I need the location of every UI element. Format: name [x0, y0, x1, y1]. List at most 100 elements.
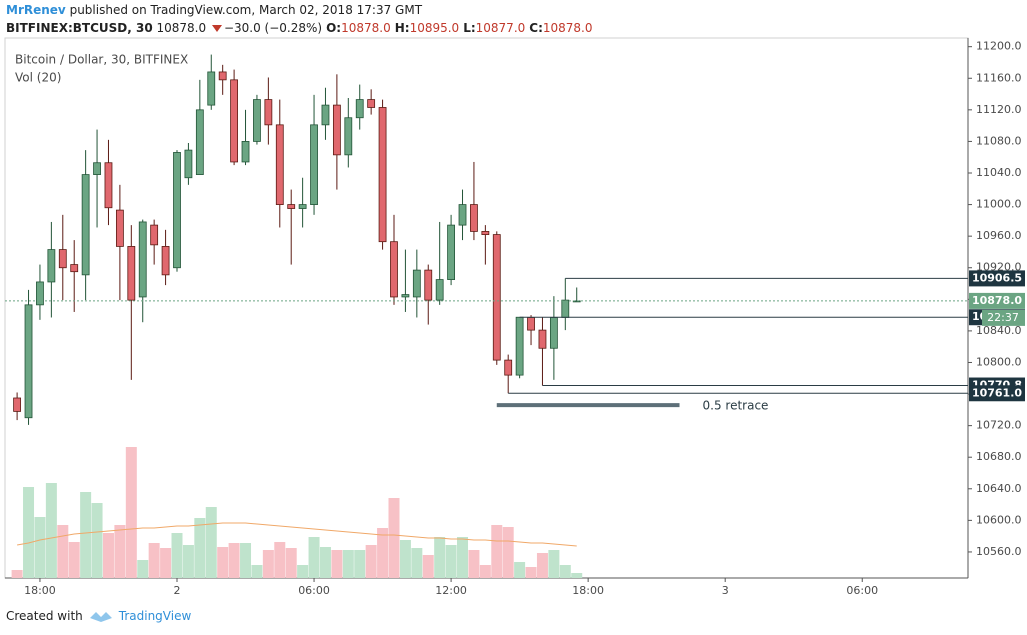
volume-bar: [68, 542, 80, 578]
volume-bar: [182, 545, 194, 578]
candle-body: [127, 246, 136, 301]
footer: Created with TradingView: [6, 609, 191, 623]
volume-bar: [365, 545, 377, 578]
volume-bar: [11, 570, 23, 578]
candle-body: [230, 79, 239, 163]
volume-bar: [45, 483, 57, 578]
volume-bar: [114, 525, 126, 578]
retrace-label: 0.5 retrace: [703, 399, 769, 413]
ohlc-key: C:: [529, 21, 543, 35]
volume-bar: [491, 525, 503, 578]
brand[interactable]: TradingView: [118, 609, 192, 623]
y-tick-label: 10800.0: [976, 355, 1022, 368]
volume-bar: [148, 543, 160, 578]
y-tick-label: 10840.0: [976, 324, 1022, 337]
ohlc: O:10878.0 H:10895.0 L:10877.0 C:10878.0: [322, 21, 592, 35]
volume-bar: [297, 565, 309, 578]
volume-legend: Vol (20): [15, 71, 61, 85]
candle-body: [378, 107, 387, 243]
ohlc-value: 10895.0: [409, 21, 460, 35]
volume-bar: [34, 517, 46, 578]
candle-body: [298, 204, 307, 209]
candle-body: [527, 317, 535, 331]
y-tick-label: 10960.0: [976, 229, 1022, 242]
candle-body: [138, 221, 147, 298]
volume-bar: [80, 492, 92, 578]
candle-body: [275, 124, 284, 205]
candle-body: [401, 294, 410, 298]
created: Created with: [6, 609, 83, 623]
volume-bar: [571, 573, 583, 578]
volume-bar: [319, 547, 331, 578]
candle-body: [195, 109, 204, 175]
volume-bar: [434, 537, 446, 578]
candle-body: [241, 141, 250, 163]
price-label: 10761.0: [972, 386, 1022, 399]
candle-body: [458, 204, 467, 226]
author[interactable]: MrRenev: [6, 3, 66, 17]
volume-bar: [262, 550, 274, 578]
volume-bar: [514, 562, 526, 578]
y-tick-label: 11160.0: [976, 71, 1022, 84]
volume-bar: [422, 555, 434, 578]
symbol: BITFINEX:BTCUSD, 30: [6, 21, 153, 35]
volume-bar: [354, 550, 366, 578]
candle-body: [344, 117, 353, 156]
candle-body: [515, 316, 524, 376]
volume-bar: [479, 565, 491, 578]
header-line: BITFINEX:BTCUSD, 30 10878.0 −30.0 (−0.28…: [6, 21, 593, 35]
candle-body: [332, 104, 341, 156]
last-price-bg: [969, 292, 1025, 309]
volume-bar: [468, 550, 480, 578]
logo: [89, 612, 112, 622]
volume-bar: [502, 527, 514, 578]
down-icon: [211, 25, 222, 32]
candle-body: [561, 299, 570, 318]
candle-body: [207, 71, 216, 106]
price-label-bg: [969, 385, 1025, 402]
volume-bar: [194, 518, 206, 578]
candle-body: [310, 124, 318, 205]
volume-bar: [240, 543, 252, 578]
candle-body: [81, 174, 90, 276]
volume-bar: [331, 550, 343, 578]
volume-bar: [57, 525, 69, 578]
candle-body: [492, 234, 501, 361]
ohlc-key: O:: [326, 21, 342, 35]
candle-body: [321, 104, 330, 126]
y-tick-label: 11120.0: [976, 103, 1022, 116]
volume-bar: [388, 498, 400, 578]
ohlc-key: H:: [394, 21, 410, 35]
candle-body: [435, 279, 444, 301]
volume-bar: [102, 533, 114, 578]
price: 10878.0: [156, 21, 207, 35]
volume-bar: [274, 542, 286, 578]
volume-bar: [160, 548, 172, 578]
volume-bar: [171, 533, 183, 578]
candle-body: [470, 204, 478, 232]
candle-body: [150, 224, 159, 246]
candle-body: [218, 71, 227, 81]
y-tick-label: 11040.0: [976, 166, 1022, 179]
volume-bar: [137, 560, 149, 578]
candle-body: [538, 329, 547, 349]
candle-body: [390, 241, 398, 298]
candle-body: [24, 304, 33, 419]
plot-frame: [4, 37, 969, 579]
candle-body: [287, 204, 296, 209]
candle-body: [161, 246, 170, 276]
last-price-label: 10878.0: [972, 294, 1022, 307]
change: −30.0 (−0.28%): [223, 21, 323, 35]
y-tick-label: 11000.0: [976, 198, 1022, 211]
candle-body: [264, 99, 273, 126]
candle-body: [93, 162, 101, 175]
y-tick-label: 11080.0: [976, 134, 1022, 147]
volume-bar: [525, 567, 537, 578]
y-tick-label: 10680.0: [976, 450, 1022, 463]
candle-body: [104, 162, 113, 209]
x-tick-label: 06:00: [846, 584, 878, 597]
candle-body: [58, 249, 67, 269]
chart-legend: Bitcoin / Dollar, 30, BITFINEX: [15, 53, 188, 67]
